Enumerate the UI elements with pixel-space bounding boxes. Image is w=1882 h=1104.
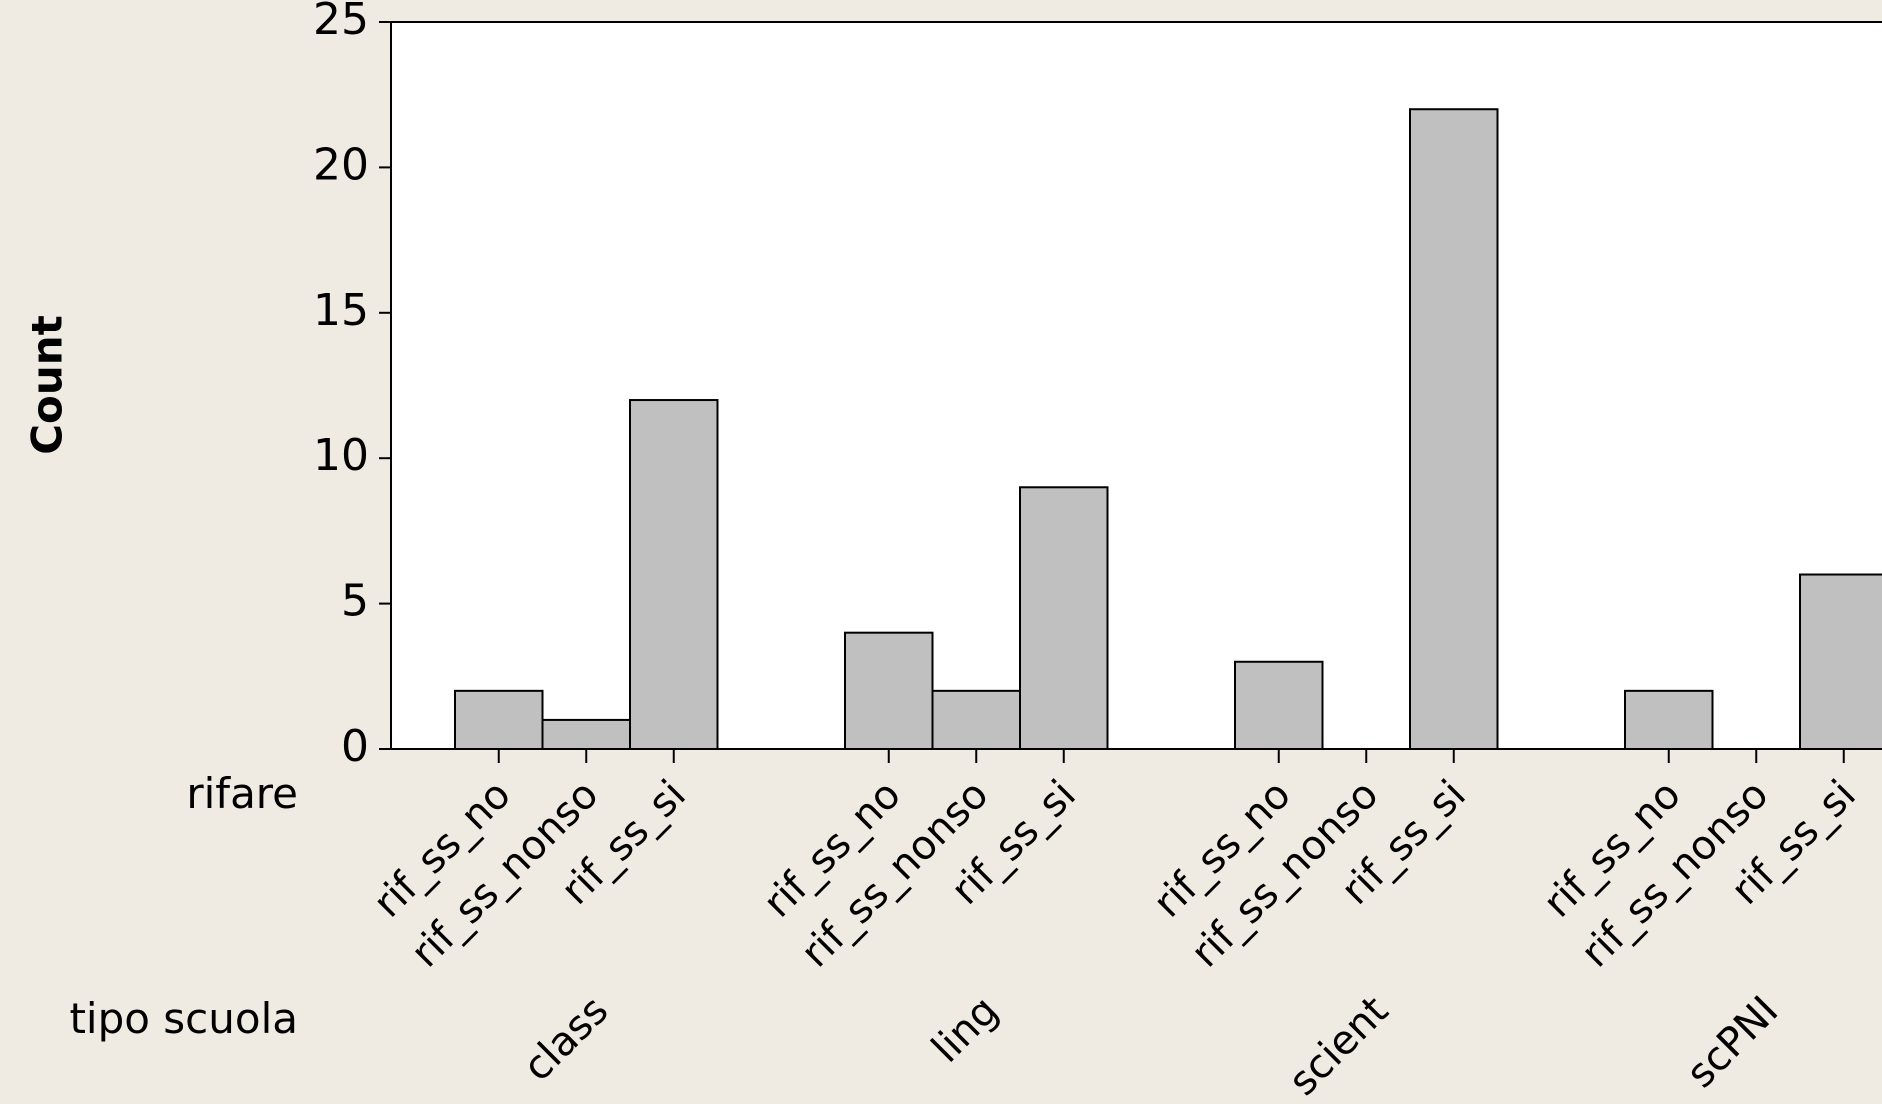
bar-class-rif_ss_no: [454, 689, 544, 751]
x-axis: rif_ss_norif_ss_nonsorif_ss_siclassrif_s…: [365, 749, 1865, 1104]
outer-axis-title: tipo scuola: [69, 994, 298, 1043]
y-tick-label: 5: [341, 576, 369, 627]
bar-class-rif_ss_si: [629, 399, 719, 750]
bar-scient-rif_ss_no: [1234, 660, 1324, 751]
inner-axis-title: rifare: [186, 769, 298, 818]
y-tick-label: 25: [313, 0, 369, 45]
x-group-label: class: [515, 988, 618, 1091]
y-axis-title: Count: [23, 315, 72, 455]
y-tick-label: 15: [313, 285, 369, 336]
y-tick-label: 20: [313, 139, 369, 190]
plot-area: [390, 21, 1882, 750]
y-tick-label: 0: [341, 721, 369, 772]
y-axis: 0 5 10 15 20 25: [313, 0, 391, 772]
bar-ling-rif_ss_no: [844, 631, 934, 750]
bar-ling-rif_ss_nonso: [931, 689, 1021, 751]
bars: [454, 108, 1882, 751]
x-group-label: scient: [1280, 988, 1397, 1104]
x-group-label: ling: [923, 988, 1007, 1072]
bar-scient-rif_ss_si: [1409, 108, 1499, 751]
bar-class-rif_ss_nonso: [541, 718, 631, 750]
y-tick-label: 10: [313, 430, 369, 481]
bar-ling-rif_ss_si: [1019, 486, 1109, 750]
bar-scPNI-rif_ss_si: [1799, 573, 1882, 751]
x-group-label: scPNI: [1678, 988, 1787, 1097]
bar-scPNI-rif_ss_no: [1624, 689, 1714, 751]
